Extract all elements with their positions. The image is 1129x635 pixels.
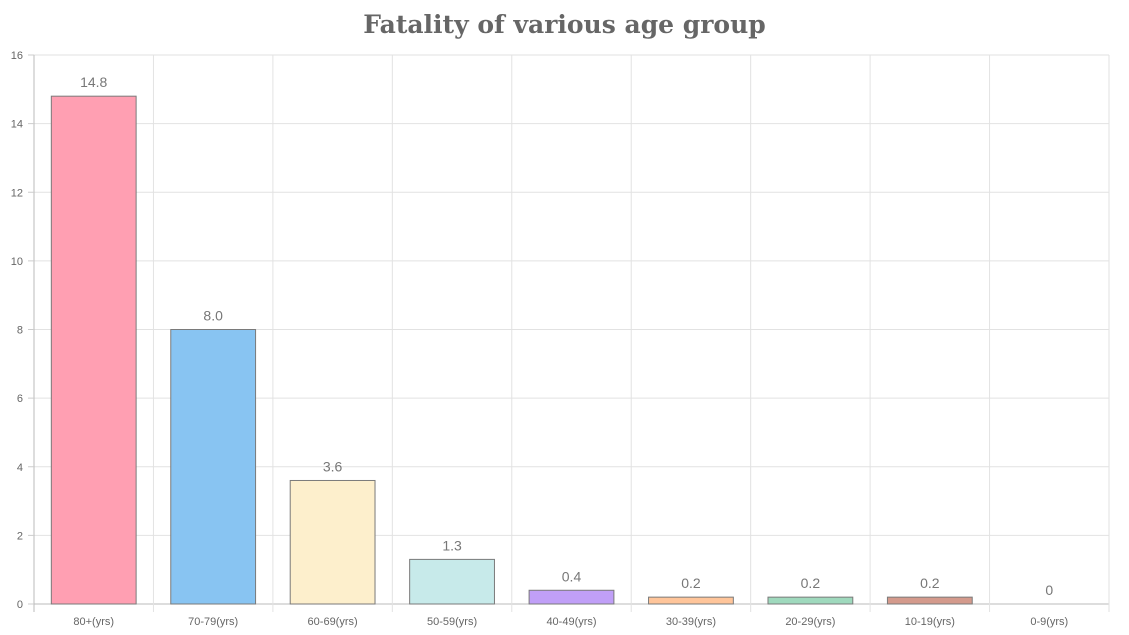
bar [886, 596, 973, 605]
bar [50, 95, 137, 605]
y-tick-label: 12 [11, 187, 23, 199]
bar [648, 596, 734, 605]
y-tick-label: 10 [11, 256, 23, 268]
bar-value-label: 8.0 [203, 308, 223, 324]
y-tick-label: 8 [17, 325, 23, 337]
bar-value-label: 1.3 [442, 537, 462, 553]
x-tick-label: 80+(yrs) [73, 616, 114, 628]
bar [289, 479, 376, 605]
labels: 14.8 80+(yrs) 8.0 70-79(yrs) 3.6 60-69(yrs) 1.… [73, 74, 1068, 628]
x-tick-label: 40-49(yrs) [546, 616, 596, 628]
bar-value-label: 14.8 [80, 74, 107, 90]
axes: 0 2 4 6 8 10 12 14 16 [11, 50, 34, 611]
y-tick-label: 2 [17, 530, 23, 542]
y-tick-label: 6 [17, 393, 23, 405]
bar [409, 558, 495, 605]
bar [528, 589, 615, 605]
x-tick-label: 0-9(yrs) [1030, 616, 1068, 628]
bar-value-label: 0 [1045, 582, 1053, 598]
bar-value-label: 0.2 [920, 575, 940, 591]
bar-value-label: 3.6 [323, 458, 343, 474]
y-tick-label: 0 [17, 599, 23, 611]
x-tick-label: 30-39(yrs) [666, 616, 716, 628]
x-tick-label: 10-19(yrs) [905, 616, 955, 628]
chart-title: Fatality of various age group [363, 10, 766, 39]
bars [50, 95, 973, 605]
x-tick-label: 60-69(yrs) [308, 616, 358, 628]
x-tick-label: 50-59(yrs) [427, 616, 477, 628]
x-tick-label: 70-79(yrs) [188, 616, 238, 628]
bar [170, 329, 257, 605]
bar-value-label: 0.4 [562, 568, 582, 584]
bar-value-label: 0.2 [681, 575, 701, 591]
y-tick-label: 16 [11, 50, 23, 62]
y-tick-label: 4 [17, 462, 23, 474]
bar [767, 596, 854, 605]
x-tick-label: 20-29(yrs) [785, 616, 835, 628]
bar-value-label: 0.2 [801, 575, 821, 591]
y-tick-label: 14 [11, 119, 23, 131]
